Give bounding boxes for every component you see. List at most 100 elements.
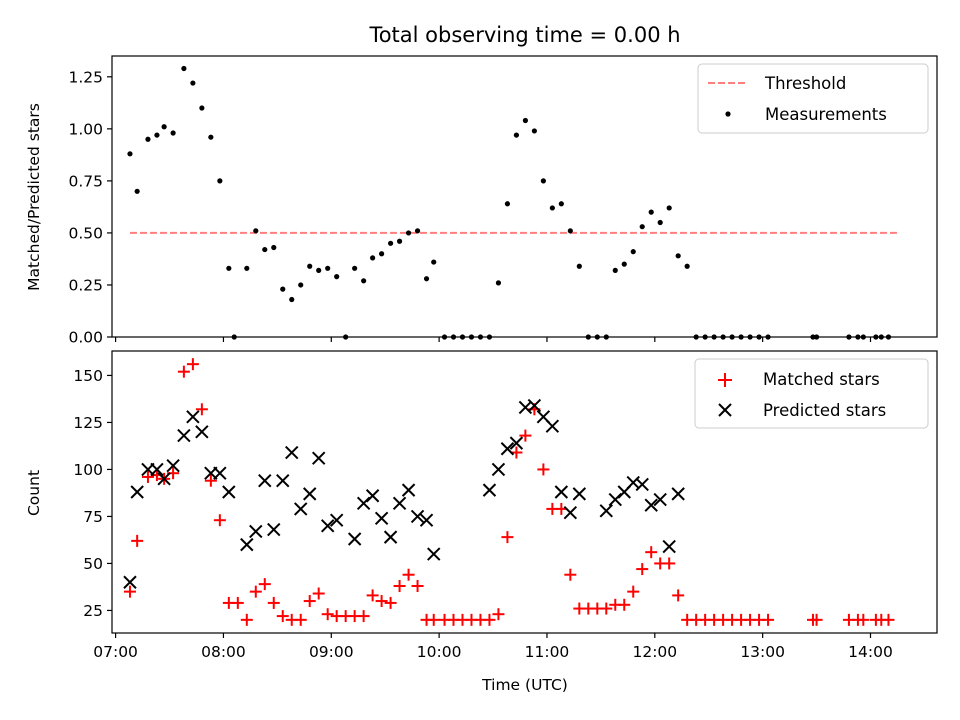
- bottom-x-tick-label: 09:00: [309, 643, 354, 661]
- measurement-point: [226, 265, 232, 271]
- predicted-star-point: [294, 502, 308, 516]
- matched-star-point: [501, 531, 514, 544]
- predicted-star-point: [276, 474, 290, 488]
- measurement-point: [666, 205, 672, 211]
- measurement-point: [621, 261, 627, 267]
- matched-star-point: [519, 429, 532, 442]
- matched-star-point: [663, 557, 676, 570]
- measurement-point: [414, 228, 421, 234]
- measurement-point: [181, 65, 187, 72]
- measurement-point: [576, 263, 582, 269]
- measurement-point: [558, 201, 564, 207]
- matched-star-point: [636, 563, 649, 576]
- measurement-point: [298, 282, 304, 288]
- measurement-point: [145, 136, 151, 142]
- predicted-star-point: [311, 451, 326, 465]
- measurement-point: [396, 238, 403, 244]
- measurement-point: [280, 286, 286, 292]
- predicted-star-point: [365, 489, 380, 503]
- matched-star-point: [627, 585, 640, 598]
- measurement-point: [244, 265, 250, 271]
- bottom-y-tick-label: 75: [83, 508, 103, 526]
- bottom-x-axis-label: Time (UTC): [481, 676, 568, 694]
- top-axes-frame: [111, 55, 938, 338]
- predicted-star-point: [356, 496, 371, 510]
- matched-star-point: [267, 596, 280, 609]
- predicted-star-point: [240, 537, 254, 552]
- predicted-star-point: [554, 485, 569, 499]
- matched-star-point: [882, 613, 895, 626]
- predicted-star-point: [509, 436, 524, 450]
- bottom-y-tick-label: 25: [83, 602, 103, 620]
- measurement-point: [334, 274, 340, 280]
- matched-star-point: [357, 610, 370, 623]
- measurement-point: [379, 251, 385, 257]
- predicted-star-point: [635, 477, 649, 492]
- measurement-point: [639, 224, 645, 230]
- measurement-point: [190, 80, 196, 86]
- predicted-star-point: [123, 575, 137, 589]
- matched-star-point: [411, 580, 424, 592]
- measurement-point: [540, 178, 546, 184]
- matched-star-point: [384, 596, 397, 609]
- matched-star-point: [618, 598, 631, 611]
- matched-star-point: [645, 546, 658, 559]
- matched-star-point: [204, 474, 217, 487]
- predicted-star-point: [482, 483, 497, 497]
- measurement-point: [170, 130, 176, 136]
- matched-star-point: [312, 587, 325, 600]
- top-y-tick-label: 0.75: [68, 172, 103, 190]
- top-panel: Total observing time = 0.00 h Matched/Pr…: [25, 23, 938, 347]
- measurement-point: [657, 219, 663, 226]
- bottom-y-tick-label: 50: [83, 555, 103, 573]
- matched-star-point: [303, 595, 316, 608]
- legend-threshold-label: Threshold: [764, 74, 846, 93]
- matched-star-point: [131, 534, 144, 547]
- matched-star-point: [483, 613, 496, 626]
- predicted-star-point: [572, 487, 587, 501]
- top-y-tick-label: 0.00: [68, 329, 103, 347]
- predicted-star-point: [150, 462, 164, 477]
- matched-star-point: [564, 568, 577, 581]
- matched-star-point: [123, 585, 136, 598]
- matched-star-point: [231, 596, 244, 609]
- bottom-x-tick-label: 13:00: [740, 643, 785, 661]
- matched-star-point: [321, 608, 334, 621]
- predicted-star-point: [166, 458, 180, 473]
- measurement-point: [387, 240, 394, 246]
- predicted-star-point: [177, 428, 191, 443]
- predicted-star-point: [383, 530, 398, 544]
- matched-star-point: [213, 514, 226, 527]
- predicted-star-point: [267, 522, 281, 537]
- legend-measurements-swatch: [725, 111, 731, 117]
- legend-measurements-label: Measurements: [765, 105, 887, 124]
- measurement-point: [531, 128, 537, 134]
- predicted-star-point: [130, 485, 144, 499]
- predicted-star-point: [644, 498, 658, 512]
- measurement-point: [549, 205, 555, 211]
- measurement-point: [161, 124, 167, 130]
- measurement-point: [684, 263, 690, 269]
- bottom-x-tick-label: 08:00: [201, 643, 246, 661]
- matched-star-point: [810, 613, 823, 626]
- top-y-ticks: 0.00 0.25 0.50 0.75 1.00 1.25: [68, 68, 112, 347]
- measurement-point: [352, 265, 358, 271]
- measurement-point: [370, 255, 376, 261]
- predicted-star-point: [410, 509, 425, 524]
- measurement-point: [361, 278, 367, 284]
- predicted-star-point: [608, 492, 622, 507]
- bottom-plot-area: [123, 358, 895, 626]
- predicted-star-point: [671, 487, 685, 501]
- predicted-star-point: [213, 466, 227, 480]
- matched-star-point: [600, 602, 613, 615]
- matched-star-point: [375, 595, 388, 608]
- top-y-tick-label: 0.25: [68, 276, 103, 294]
- measurement-point: [134, 188, 140, 194]
- matched-star-point: [141, 470, 154, 483]
- predicted-star-point: [186, 410, 200, 424]
- measurement-point: [495, 280, 502, 286]
- measurement-point: [325, 265, 331, 271]
- predicted-star-point: [222, 485, 236, 499]
- bottom-panel: Count Time (UTC) 25 50 75 100 125 150 07:00 08…: [25, 350, 938, 694]
- measurement-point: [431, 259, 437, 265]
